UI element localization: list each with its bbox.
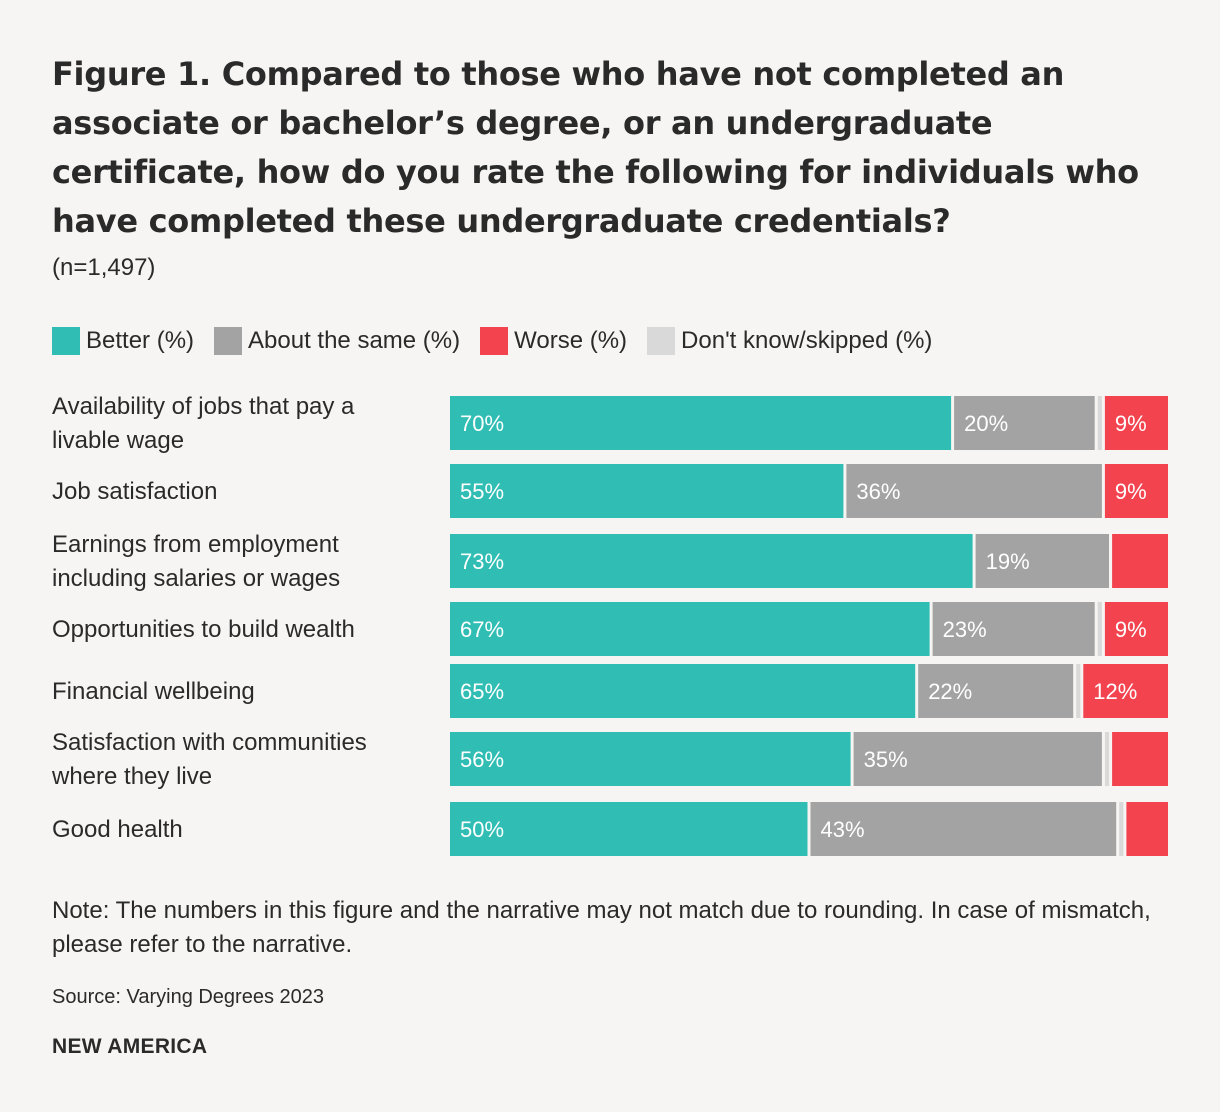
value-label: 9% bbox=[1115, 617, 1147, 642]
bar-segment bbox=[846, 464, 1102, 518]
value-label: 9% bbox=[1115, 411, 1147, 436]
value-label: 23% bbox=[943, 617, 987, 642]
value-label: 19% bbox=[986, 549, 1030, 574]
category-label: Job satisfaction bbox=[52, 478, 217, 505]
chart-note: Note: The numbers in this figure and the… bbox=[52, 897, 1151, 958]
category-label: Availability of jobs that pay a livable w… bbox=[52, 393, 355, 454]
value-label: 12% bbox=[1093, 679, 1137, 704]
legend-swatch-worse bbox=[480, 327, 509, 355]
value-label: 20% bbox=[964, 411, 1008, 436]
category-label: Opportunities to build wealth bbox=[52, 616, 355, 643]
brand-name: NEW AMERICA bbox=[52, 1035, 208, 1058]
bar-segment bbox=[1104, 602, 1168, 656]
bar-segment bbox=[810, 802, 1117, 856]
bar-segment bbox=[1097, 396, 1102, 450]
bar-segment bbox=[1126, 802, 1168, 856]
bar-segment bbox=[1097, 602, 1102, 656]
value-label: 43% bbox=[821, 817, 865, 842]
bar-segment bbox=[450, 464, 844, 518]
bar-segment bbox=[450, 664, 916, 718]
value-label: 73% bbox=[460, 549, 504, 574]
bar-segment bbox=[1104, 732, 1110, 786]
bar-segment bbox=[918, 664, 1074, 718]
value-label: 55% bbox=[460, 479, 504, 504]
legend-swatch-dont-know bbox=[647, 327, 676, 355]
legend-item-better: Better (%) bbox=[52, 327, 194, 355]
legend-swatch-same bbox=[214, 327, 243, 355]
bar-segment bbox=[1083, 664, 1168, 718]
bar-segment bbox=[1119, 802, 1124, 856]
category-label: Financial wellbeing bbox=[52, 678, 255, 705]
legend-item-same: About the same (%) bbox=[214, 327, 460, 355]
value-label: 70% bbox=[460, 411, 504, 436]
sample-size: (n=1,497) bbox=[52, 254, 156, 281]
category-label: Good health bbox=[52, 816, 183, 843]
bar-segment bbox=[1112, 534, 1168, 588]
bar-segment bbox=[954, 396, 1095, 450]
value-label: 9% bbox=[1115, 479, 1147, 504]
legend-label-same: About the same (%) bbox=[248, 327, 461, 354]
chart-source: Source: Varying Degrees 2023 bbox=[52, 986, 325, 1008]
bar-segment bbox=[450, 396, 952, 450]
legend-label-worse: Worse (%) bbox=[514, 327, 628, 354]
bar-segment bbox=[932, 602, 1095, 656]
legend-item-worse: Worse (%) bbox=[480, 327, 627, 355]
chart-title: Figure 1. Compared to those who have not… bbox=[52, 55, 1139, 240]
bar-segment bbox=[450, 802, 808, 856]
bar-segment bbox=[450, 732, 851, 786]
chart-svg: Availability of jobs that pay a livable w… bbox=[51, 393, 1168, 856]
bar-segment bbox=[975, 534, 1109, 588]
bar-segment bbox=[1112, 732, 1168, 786]
legend-label-better: Better (%) bbox=[86, 327, 195, 354]
bar-segment bbox=[450, 602, 930, 656]
legend-label-dont-know: Don't know/skipped (%) bbox=[681, 327, 933, 354]
value-label: 36% bbox=[856, 479, 900, 504]
value-label: 56% bbox=[460, 747, 504, 772]
legend-item-dont-know: Don't know/skipped (%) bbox=[647, 327, 932, 355]
value-label: 35% bbox=[864, 747, 908, 772]
value-label: 65% bbox=[460, 679, 504, 704]
value-label: 50% bbox=[460, 817, 504, 842]
category-label: Satisfaction with communities where they … bbox=[51, 729, 367, 790]
stacked-bar-chart: Availability of jobs that pay a livable w… bbox=[0, 380, 1220, 870]
bar-segment bbox=[450, 534, 973, 588]
category-label: Earnings from employment including salari… bbox=[52, 531, 340, 592]
legend-swatch-better bbox=[52, 327, 80, 355]
bar-segment bbox=[853, 732, 1102, 786]
value-label: 22% bbox=[928, 679, 972, 704]
legend: Better (%) About the same (%) Worse (%) … bbox=[52, 327, 952, 355]
bar-segment bbox=[1076, 664, 1081, 718]
bar-segment bbox=[1104, 464, 1168, 518]
value-label: 67% bbox=[460, 617, 504, 642]
bar-segment bbox=[1104, 396, 1168, 450]
